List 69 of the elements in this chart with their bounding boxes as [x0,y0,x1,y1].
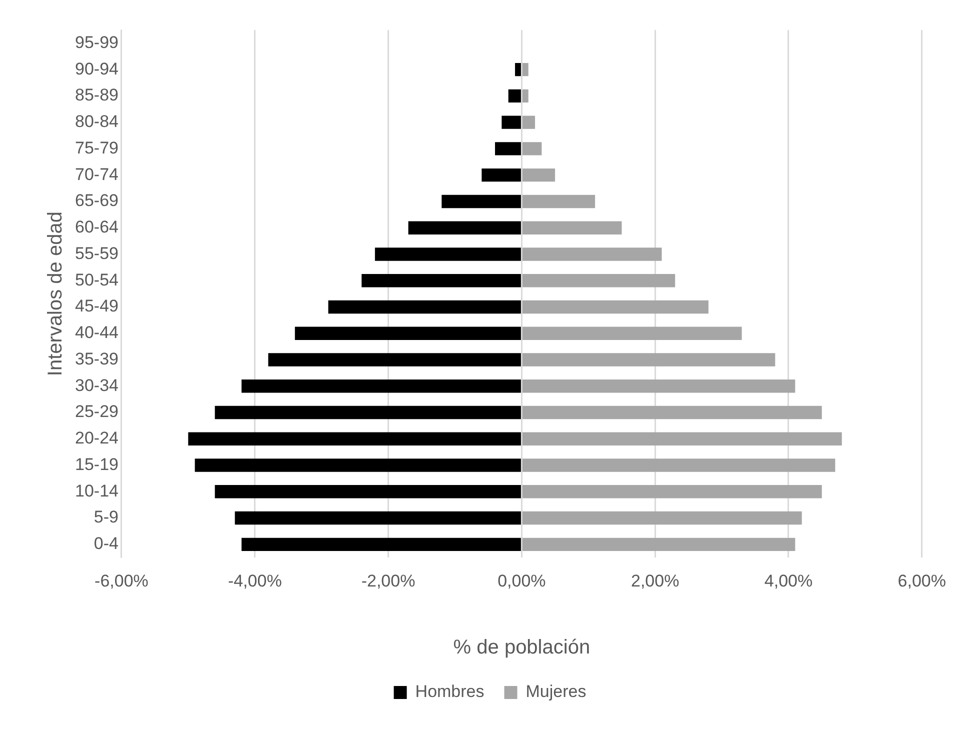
x-tick-label: -4,00% [228,571,282,590]
y-axis-title: Intervalos de edad [44,212,67,376]
bar [508,89,521,103]
x-tick-label: -2,00% [361,571,416,590]
y-tick-label: 35-39 [74,349,118,368]
bar [522,62,528,76]
bar [522,538,796,552]
bar [495,142,521,156]
bar [522,221,622,234]
x-tick-label: 6,00% [898,571,946,590]
bar [522,326,742,340]
y-tick-label: 5-9 [94,508,118,527]
y-tick-label: 70-74 [74,164,118,184]
legend-label: Hombres [415,682,484,702]
y-tick-label: 90-94 [74,59,118,78]
y-tick-label: 55-59 [74,244,118,263]
bar [242,380,521,393]
bar [502,116,521,129]
bar [188,432,521,446]
y-tick-label: 75-79 [74,138,118,158]
y-tick-label: 85-89 [74,86,118,105]
bar [242,538,521,552]
bar [522,89,528,103]
bar [522,511,802,525]
x-tick-label: -6,00% [94,571,148,590]
bar [374,248,521,261]
x-axis-title: % de población [453,636,590,659]
bar [522,353,776,366]
bar [328,300,521,314]
bar [214,485,521,498]
bar [522,116,536,129]
y-tick-label: 0-4 [94,534,118,554]
x-tick-label: 2,00% [630,571,680,590]
bar [408,221,521,234]
bar [234,511,521,525]
bar [362,274,521,288]
y-tick-label: 40-44 [74,323,118,342]
bar [482,168,521,182]
x-tick-label: 0,00% [498,571,546,590]
bar [214,406,521,420]
y-tick-label: 20-24 [74,428,118,448]
bar [522,406,822,420]
y-tick-label: 25-29 [74,402,118,422]
bar [522,380,796,393]
x-tick-label: 4,00% [764,571,813,590]
bar [294,326,521,340]
y-tick-label: 65-69 [74,191,118,210]
bar [442,194,521,208]
bar [194,458,521,472]
bar [522,274,676,288]
y-tick-label: 95-99 [74,32,118,52]
bar [522,168,556,182]
y-tick-label: 80-84 [74,112,118,132]
y-tick-label: 30-34 [74,376,118,395]
y-tick-label: 60-64 [74,218,118,237]
y-tick-label: 50-54 [74,270,118,290]
bar [515,62,521,76]
bar [268,353,521,366]
bar [522,432,842,446]
bar [522,485,822,498]
bar [522,458,836,472]
bar [522,194,596,208]
y-tick-label: 15-19 [74,454,118,474]
bar [522,300,708,314]
y-tick-label: 45-49 [74,296,118,316]
legend-label: Mujeres [526,682,586,702]
bar [522,142,542,156]
y-tick-label: 10-14 [74,481,118,500]
bar [522,248,662,261]
